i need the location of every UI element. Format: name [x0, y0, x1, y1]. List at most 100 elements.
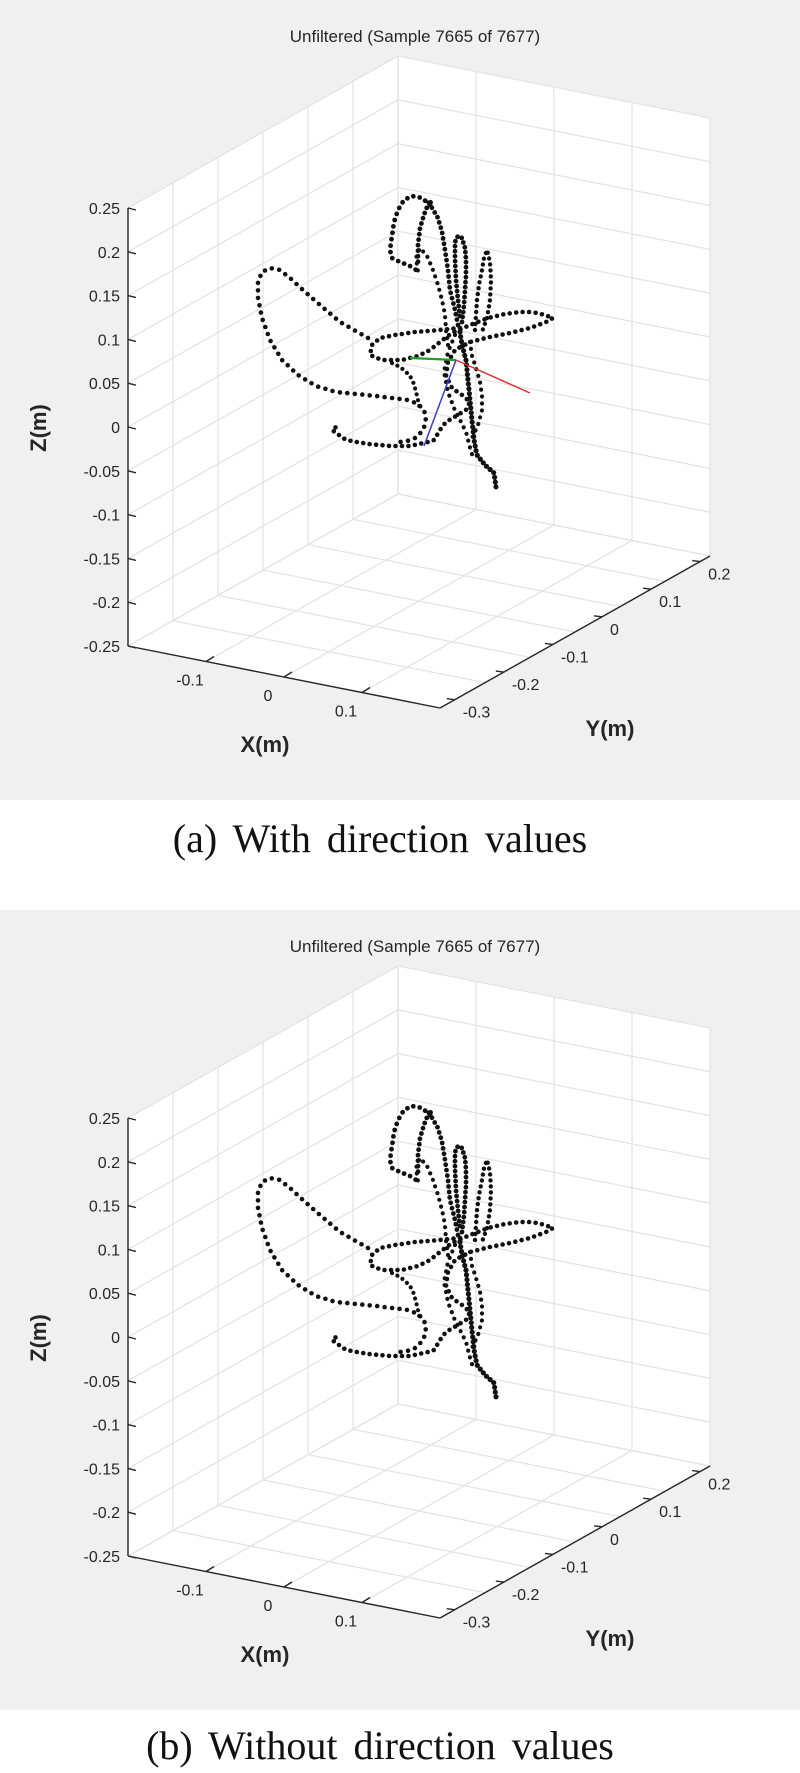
z-grid-line [397, 1403, 711, 1467]
trajectory-point [315, 1294, 321, 1299]
y-tick-label: -0.2 [512, 677, 540, 694]
trajectory-point [469, 1329, 475, 1335]
trajectory-point [485, 250, 490, 255]
caption-b: (b) Without direction values [146, 1723, 614, 1768]
trajectory-point [425, 254, 430, 259]
trajectory-point [472, 1237, 478, 1243]
trajectory-point [336, 1342, 342, 1348]
trajectory-point [386, 1243, 392, 1249]
y-axis-label: Y(m) [586, 716, 635, 741]
trajectory-point [439, 1204, 444, 1209]
trajectory-point [382, 357, 387, 363]
trajectory-point [443, 315, 448, 320]
y-tick [643, 1497, 652, 1500]
trajectory-point [450, 1249, 455, 1254]
trajectory-point [398, 1349, 403, 1355]
trajectory-point [407, 1265, 413, 1271]
z-grid-line [397, 965, 711, 1029]
trajectory-point [424, 205, 430, 211]
trajectory-point [492, 1384, 498, 1390]
trajectory-point [255, 1205, 261, 1211]
z-grid-line [127, 1403, 399, 1557]
trajectory-point [462, 244, 468, 250]
trajectory-point [478, 1325, 483, 1330]
trajectory-point [457, 329, 463, 335]
z-tick [127, 513, 137, 518]
trajectory-point [474, 303, 479, 309]
trajectory-point [486, 1214, 492, 1219]
trajectory-point [374, 338, 380, 343]
trajectory-point [411, 1310, 417, 1315]
trajectory-point [467, 339, 473, 345]
trajectory-point [360, 392, 365, 397]
trajectory-point [493, 1394, 499, 1400]
trajectory-point [269, 1176, 275, 1181]
trajectory-point [435, 1124, 440, 1130]
trajectory-point [475, 1201, 480, 1207]
trajectory-point [463, 1267, 469, 1273]
trajectory-point [405, 195, 410, 201]
trajectory-point [463, 1179, 469, 1185]
z-grid-line [127, 405, 399, 559]
trajectory-point [464, 1281, 470, 1288]
trajectory-point [471, 438, 477, 444]
z-tick-label: -0.2 [92, 595, 120, 612]
trajectory-point [393, 332, 398, 338]
trajectory-point [260, 317, 266, 323]
trajectory-point [279, 1267, 285, 1273]
trajectory-point [447, 345, 452, 350]
z-grid-line [397, 230, 711, 294]
trajectory-point [479, 1178, 485, 1183]
trajectory-point [404, 397, 410, 403]
x-tick-label: -0.1 [176, 1583, 204, 1600]
trajectory-point [448, 354, 454, 360]
trajectory-point [463, 357, 469, 363]
trajectory-point [374, 393, 380, 399]
trajectory-point [352, 1301, 358, 1307]
trajectory-point [453, 1188, 459, 1194]
trajectory-point [452, 263, 458, 269]
trajectory-point [520, 309, 525, 315]
trajectory-point [472, 360, 477, 365]
trajectory-point [395, 357, 400, 363]
trajectory-point [466, 391, 472, 397]
trajectory-point [485, 1220, 491, 1225]
trajectory-point [467, 395, 473, 401]
trajectory-point [455, 1208, 461, 1214]
trajectory-point [416, 1147, 421, 1153]
z-tick [127, 382, 137, 386]
trajectory-point [441, 1151, 447, 1157]
trajectory-point [380, 443, 385, 448]
y-tick-label: -0.1 [561, 649, 589, 666]
trajectory-point [479, 408, 484, 413]
trajectory-point [322, 306, 327, 312]
trajectory-point [459, 1302, 465, 1308]
trajectory-point [285, 363, 291, 368]
trajectory-point [464, 1234, 469, 1239]
trajectory-point [476, 286, 481, 291]
floor-grid-line [361, 539, 633, 694]
trajectory-point [462, 294, 467, 300]
trajectory-point [461, 299, 467, 305]
trajectory-point [410, 1103, 416, 1109]
trajectory-point [420, 351, 425, 357]
trajectory-point [400, 1109, 405, 1115]
trajectory-point [365, 335, 371, 341]
trajectory-point [446, 279, 452, 285]
trajectory-point [410, 193, 416, 199]
trajectory-point [395, 363, 400, 368]
trajectory-point [448, 1200, 454, 1206]
trajectory-point [492, 479, 498, 485]
trajectory-point [506, 1240, 512, 1246]
trajectory-point [452, 1259, 457, 1264]
trajectory-point [455, 1144, 460, 1150]
trajectory-point [488, 286, 493, 291]
trajectory-point [463, 1189, 468, 1195]
trajectory-point [389, 236, 394, 242]
trajectory-point [412, 1345, 418, 1351]
y-axis-line [439, 1465, 711, 1619]
trajectory-point [444, 1269, 449, 1274]
z-grid-line [127, 965, 399, 1119]
trajectory-point [453, 1148, 458, 1154]
trajectory-point [414, 254, 419, 259]
